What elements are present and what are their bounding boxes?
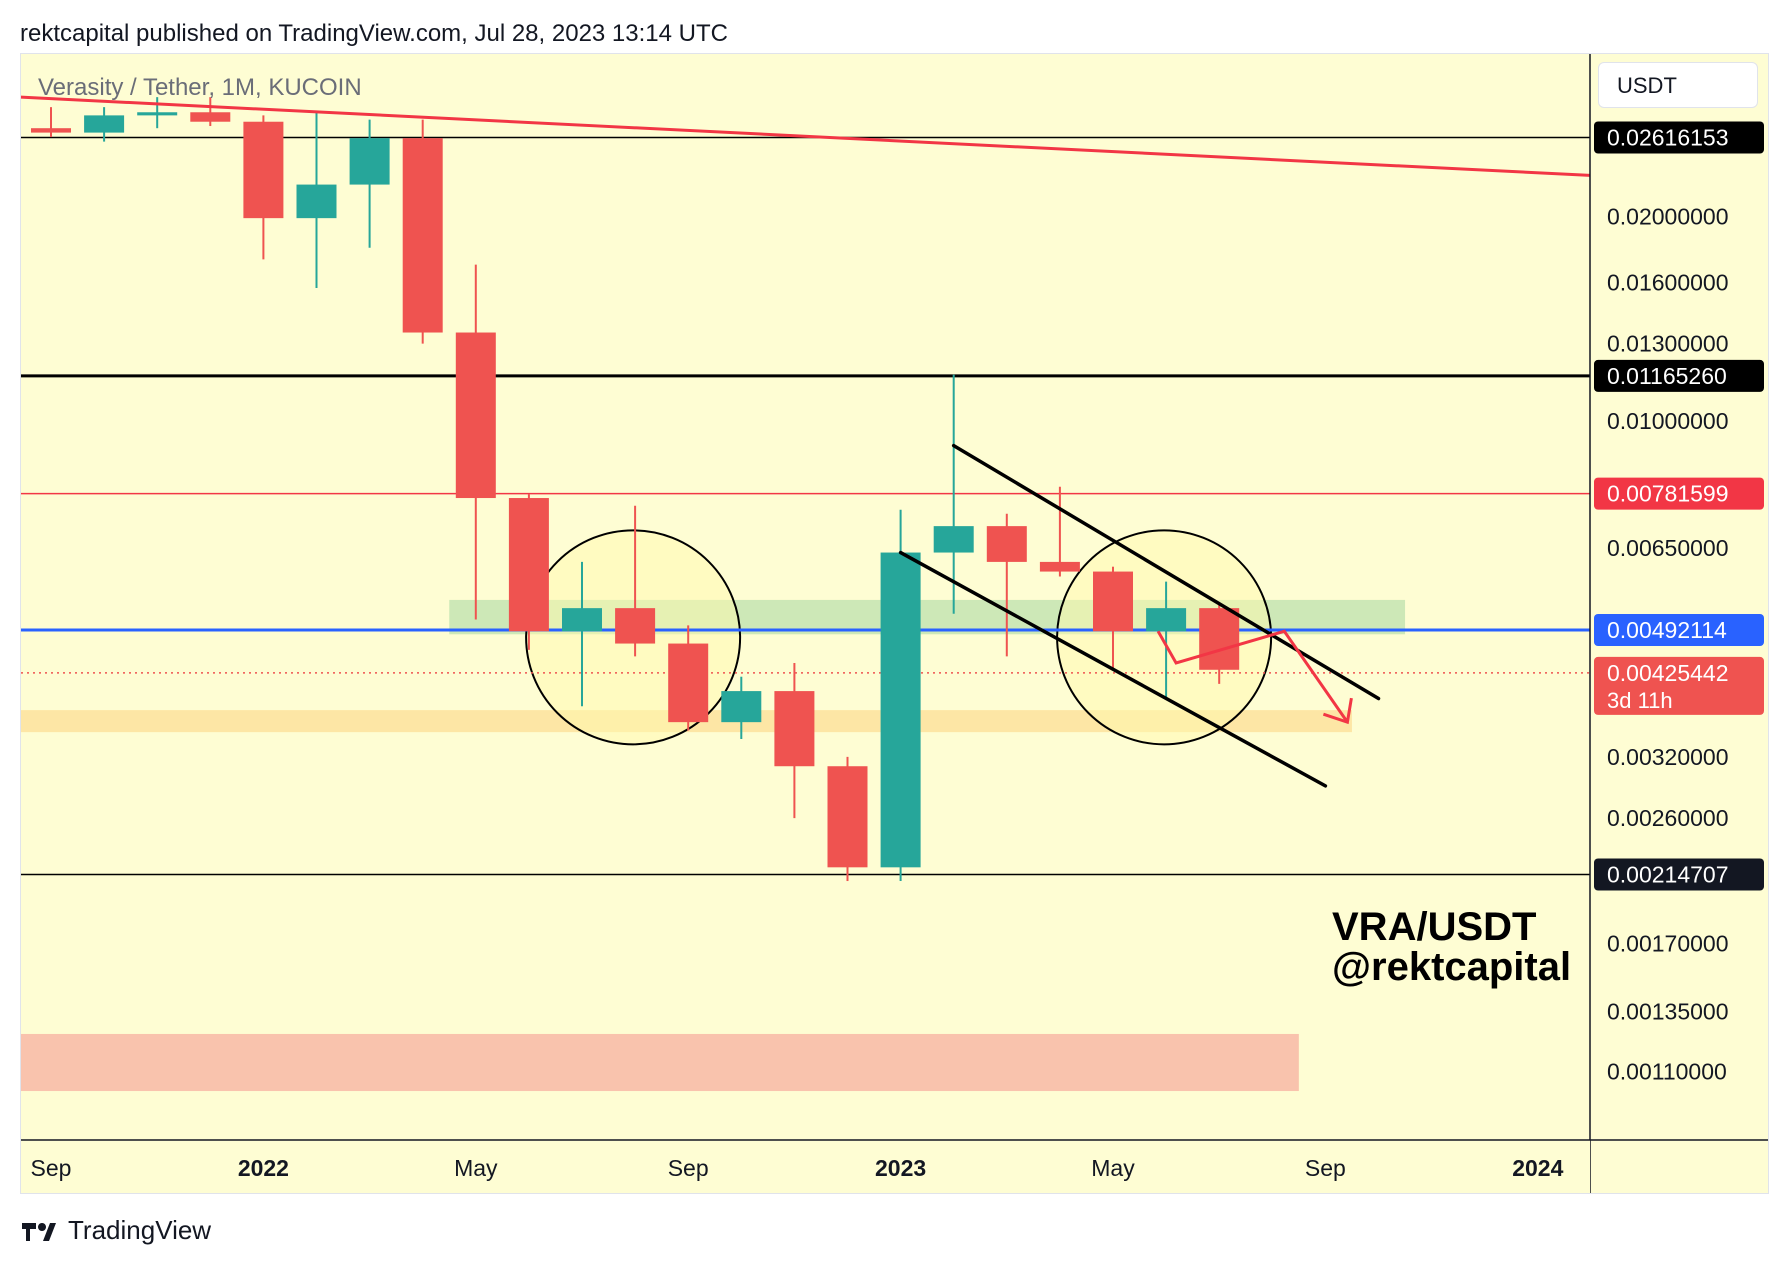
countdown-label: 3d 11h — [1607, 688, 1673, 713]
level-label-1: 0.02616153 — [1607, 125, 1729, 151]
plot-area[interactable] — [21, 95, 1591, 1092]
candle-body-2021-11 — [137, 112, 178, 116]
y-tick-label-10: 0.00110000 — [1607, 1059, 1727, 1085]
level-label-bg-1 — [1594, 121, 1764, 154]
symbol-label: Verasity / Tether, 1M, KUCOIN — [38, 74, 362, 101]
candle-body-2022-09 — [668, 643, 709, 723]
candle-body-2022-02 — [296, 184, 337, 219]
trendline-3 — [898, 550, 1328, 788]
candle-body-2023-04 — [1039, 561, 1080, 572]
level-label-bg-3 — [1594, 477, 1764, 510]
currency-unit-button[interactable]: USDT — [1598, 62, 1758, 108]
y-tick-label-2: 0.01600000 — [1607, 269, 1729, 295]
last-price-label-bg — [1594, 656, 1764, 715]
level-label-bg-2 — [1594, 359, 1764, 392]
watermark-author: @rektcapital — [1332, 945, 1572, 989]
x-tick-label-2: 2022 — [238, 1155, 289, 1181]
candle-body-2022-04 — [402, 138, 443, 333]
candle-body-2023-05 — [1093, 571, 1133, 632]
candle-body-2022-01 — [243, 121, 284, 219]
level-label-2: 0.01165260 — [1607, 363, 1727, 389]
y-tick-label-9: 0.00135000 — [1607, 998, 1729, 1024]
candle-body-2022-12 — [827, 766, 868, 868]
candle-body-2021-09 — [31, 128, 71, 133]
level-label-5: 0.00214707 — [1607, 862, 1729, 888]
y-tick-label-1: 0.02000000 — [1607, 204, 1729, 230]
x-tick-label-7: Sep — [1305, 1155, 1346, 1181]
last-price-label: 0.00425442 — [1607, 660, 1729, 686]
candle-body-2023-03 — [986, 526, 1027, 562]
y-tick-label-7: 0.00260000 — [1607, 805, 1729, 831]
candle-body-2022-10 — [721, 691, 762, 723]
footer-brand-label: TradingView — [68, 1215, 212, 1245]
x-tick-label-3: May — [454, 1155, 498, 1181]
candle-body-2022-06 — [508, 498, 549, 632]
price-zone-3 — [21, 1033, 1299, 1092]
publish-info-text: rektcapital published on TradingView.com… — [20, 20, 728, 47]
candle-body-2023-06 — [1146, 608, 1187, 632]
candle-body-2022-05 — [455, 332, 496, 499]
x-tick-label-5: 2023 — [875, 1155, 926, 1181]
level-label-bg-4 — [1594, 614, 1764, 647]
x-tick-label-8: 2024 — [1512, 1155, 1563, 1181]
candle-body-2021-12 — [190, 112, 231, 122]
y-tick-label-3: 0.01300000 — [1607, 331, 1729, 357]
candle-body-2021-10 — [84, 115, 125, 133]
trendline-1 — [21, 95, 1590, 177]
x-tick-label-4: Sep — [668, 1155, 709, 1181]
y-tick-label-5: 0.00650000 — [1607, 535, 1729, 561]
projection-path — [1156, 629, 1349, 724]
candle-body-2022-07 — [562, 608, 602, 632]
x-tick-label-1: Sep — [31, 1155, 72, 1181]
y-tick-label-8: 0.00170000 — [1607, 930, 1729, 956]
x-tick-label-6: May — [1091, 1155, 1135, 1181]
tradingview-logo-icon — [22, 1222, 56, 1241]
trendline-2 — [951, 443, 1381, 701]
candle-body-2023-01 — [880, 552, 921, 868]
y-tick-label-6: 0.00320000 — [1607, 744, 1729, 770]
projection-arrow-head — [1322, 697, 1353, 725]
time-axis[interactable] — [21, 1140, 1590, 1193]
candle-body-2023-07 — [1199, 608, 1240, 670]
candle-body-2022-03 — [349, 138, 390, 185]
candle-body-2023-02 — [933, 526, 974, 553]
price-axis[interactable] — [1590, 54, 1768, 1140]
candle-body-2022-11 — [774, 691, 815, 767]
level-label-bg-5 — [1594, 858, 1764, 891]
level-label-4: 0.00492114 — [1607, 617, 1727, 643]
candle-body-2022-08 — [615, 608, 656, 644]
level-label-3: 0.00781599 — [1607, 481, 1729, 507]
footer-brand[interactable]: TradingView — [20, 1215, 211, 1246]
watermark-pair: VRA/USDT — [1332, 905, 1537, 949]
y-tick-label-4: 0.01000000 — [1607, 408, 1729, 434]
